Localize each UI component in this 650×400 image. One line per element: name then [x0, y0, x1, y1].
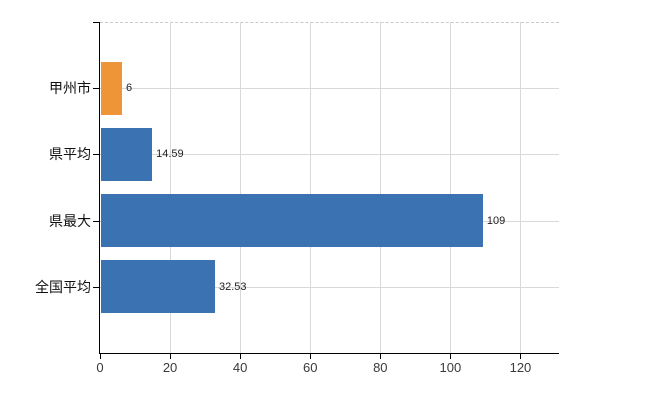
category-label: 県平均 [49, 146, 91, 163]
value-label: 6 [126, 82, 133, 95]
x-tick-label: 40 [232, 360, 248, 375]
x-tick-mark [170, 354, 172, 359]
x-tick-mark [520, 354, 522, 359]
x-gridline [310, 22, 312, 353]
plot-top-border [100, 22, 559, 23]
bar-0 [101, 61, 123, 115]
category-label: 県最大 [49, 212, 91, 229]
x-gridline [170, 22, 172, 353]
y-tick-mark [93, 88, 99, 90]
x-tick-mark [240, 354, 242, 359]
bar-3 [101, 260, 215, 314]
x-tick-label: 60 [302, 360, 318, 375]
value-label: 32.53 [218, 280, 247, 293]
x-tick-mark [100, 354, 101, 359]
y-gridline [100, 154, 559, 156]
y-axis-end-tick [93, 22, 99, 23]
x-tick-label: 80 [373, 360, 388, 375]
y-tick-mark [93, 286, 99, 288]
category-label: 甲州市 [49, 80, 91, 97]
value-label: 109 [486, 214, 506, 227]
y-axis-line [99, 22, 100, 354]
y-gridline [100, 88, 559, 90]
y-gridline [100, 286, 559, 288]
x-tick-mark [380, 354, 382, 359]
x-tick-label: 120 [509, 360, 532, 375]
x-gridline [380, 22, 382, 353]
y-tick-mark [93, 154, 99, 156]
x-tick-label: 20 [162, 360, 178, 375]
y-tick-mark [93, 220, 99, 222]
value-label: 14.59 [156, 148, 184, 161]
category-label: 全国平均 [35, 278, 91, 295]
bar-2 [101, 194, 483, 248]
x-gridline [240, 22, 242, 353]
x-tick-mark [450, 354, 452, 359]
x-gridline [520, 22, 522, 353]
x-tick-label: 100 [439, 360, 462, 375]
x-axis-line [99, 353, 559, 354]
x-gridline [450, 22, 452, 353]
x-tick-mark [310, 354, 312, 359]
bar-1 [101, 127, 153, 181]
x-tick-label: 0 [96, 360, 104, 375]
